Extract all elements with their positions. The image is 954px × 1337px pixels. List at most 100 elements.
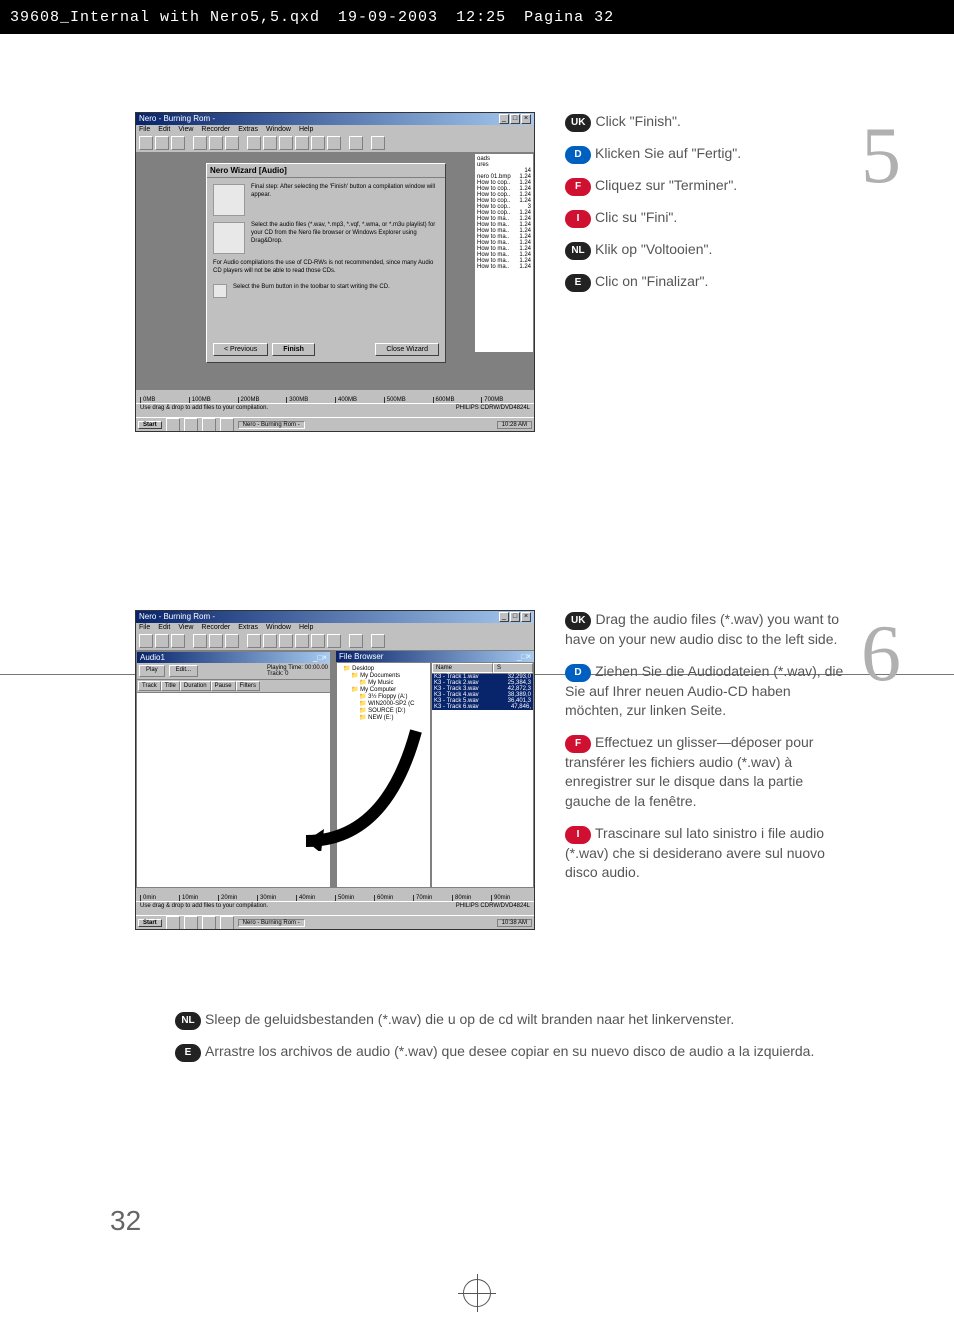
wizard-title: Nero Wizard [Audio] <box>207 164 445 178</box>
toolbar-button[interactable] <box>139 136 153 150</box>
menu-item[interactable]: Help <box>299 126 313 133</box>
close-icon[interactable]: × <box>322 653 327 662</box>
tree-item[interactable]: 📁 SOURCE (D:) <box>339 707 428 714</box>
menu-item[interactable]: Extras <box>238 126 258 133</box>
column-header[interactable]: Track <box>138 681 161 691</box>
toolbar-button[interactable] <box>247 634 261 648</box>
pane-title: File Browser <box>339 652 383 661</box>
folder-tree[interactable]: 📁 Desktop📁 My Documents📁 My Music📁 My Co… <box>336 662 431 891</box>
edit-button[interactable]: Edit... <box>169 665 198 677</box>
toolbar-button[interactable] <box>193 136 207 150</box>
menu-item[interactable]: Window <box>266 126 291 133</box>
column-header[interactable]: Filters <box>236 681 260 691</box>
quicklaunch-icon[interactable] <box>184 418 198 432</box>
drive-label: PHILIPS CDRW/DVD4824L <box>456 405 530 416</box>
close-icon[interactable]: × <box>526 652 531 661</box>
menu-item[interactable]: Edit <box>158 624 170 631</box>
start-button[interactable]: Start <box>138 421 162 429</box>
drive-label: PHILIPS CDRW/DVD4824L <box>456 903 530 914</box>
tree-item[interactable]: 📁 My Computer <box>339 686 428 693</box>
window-title: Nero - Burning Rom - <box>139 114 215 124</box>
toolbar-button[interactable] <box>171 634 185 648</box>
menu-item[interactable]: Edit <box>158 126 170 133</box>
menu-item[interactable]: Window <box>266 624 291 631</box>
toolbar-button[interactable] <box>155 634 169 648</box>
toolbar-button[interactable] <box>247 136 261 150</box>
toolbar-button[interactable] <box>349 136 363 150</box>
quicklaunch-icon[interactable] <box>166 916 180 930</box>
finish-button[interactable]: Finish <box>272 343 315 356</box>
minimize-icon[interactable]: _ <box>499 114 509 124</box>
tree-item[interactable]: 📁 My Music <box>339 679 428 686</box>
quicklaunch-icon[interactable] <box>202 916 216 930</box>
file-list[interactable]: NameS K3 - Track 1.wav32,293,0K3 - Track… <box>431 662 534 891</box>
audio-compilation-pane: Audio1_□× Play Edit... Playing Time: 00:… <box>136 651 331 891</box>
toolbar-button[interactable] <box>311 136 325 150</box>
lang-badge-e: E <box>565 274 591 292</box>
toolbar-button[interactable] <box>327 136 341 150</box>
clock: 10:28 AM <box>497 421 532 429</box>
toolbar-button[interactable] <box>225 136 239 150</box>
taskbar-app[interactable]: Nero - Burning Rom - <box>238 421 305 429</box>
lang-badge-d: D <box>565 146 591 164</box>
toolbar-button[interactable] <box>311 634 325 648</box>
menu-item[interactable]: View <box>178 126 193 133</box>
lang-badge-d: D <box>565 664 591 682</box>
toolbar-button[interactable] <box>139 634 153 648</box>
toolbar-button[interactable] <box>295 136 309 150</box>
column-header[interactable]: Title <box>161 681 180 691</box>
tree-item[interactable]: 📁 My Documents <box>339 672 428 679</box>
menu-item[interactable]: Recorder <box>201 624 230 631</box>
toolbar-button[interactable] <box>193 634 207 648</box>
maximize-icon[interactable]: □ <box>510 612 520 622</box>
file-row[interactable]: How to ma..1.24 <box>477 264 531 270</box>
start-button[interactable]: Start <box>138 919 162 927</box>
help-icon[interactable] <box>371 136 385 150</box>
close-icon[interactable]: × <box>521 114 531 124</box>
screenshot-step6: Nero - Burning Rom - _□× FileEditViewRec… <box>135 610 535 930</box>
toolbar-button[interactable] <box>295 634 309 648</box>
column-header[interactable]: Duration <box>180 681 211 691</box>
close-wizard-button[interactable]: Close Wizard <box>375 343 439 356</box>
menu-item[interactable]: Recorder <box>201 126 230 133</box>
toolbar-button[interactable] <box>171 136 185 150</box>
maximize-icon[interactable]: □ <box>510 114 520 124</box>
taskbar-app[interactable]: Nero - Burning Rom - <box>238 919 305 927</box>
menu-item[interactable]: Help <box>299 624 313 631</box>
toolbar-button[interactable] <box>279 634 293 648</box>
window-title: Nero - Burning Rom - <box>139 612 215 622</box>
quicklaunch-icon[interactable] <box>220 418 234 432</box>
toolbar-button[interactable] <box>327 634 341 648</box>
column-header[interactable]: Pause <box>211 681 236 691</box>
toolbar-button[interactable] <box>225 634 239 648</box>
lang-badge-f: F <box>565 178 591 196</box>
list-column-header[interactable]: Name <box>432 663 493 673</box>
toolbar-button[interactable] <box>263 634 277 648</box>
toolbar-button[interactable] <box>279 136 293 150</box>
previous-button[interactable]: < Previous <box>213 343 268 356</box>
toolbar-button[interactable] <box>209 136 223 150</box>
play-button[interactable]: Play <box>139 665 165 677</box>
menu-item[interactable]: View <box>178 624 193 631</box>
tree-item[interactable]: 📁 Desktop <box>339 665 428 672</box>
menu-item[interactable]: File <box>139 624 150 631</box>
minimize-icon[interactable]: _ <box>499 612 509 622</box>
menu-item[interactable]: Extras <box>238 624 258 631</box>
close-icon[interactable]: × <box>521 612 531 622</box>
menu-item[interactable]: File <box>139 126 150 133</box>
tree-item[interactable]: 📁 NEW (E:) <box>339 714 428 721</box>
lang-badge-nl: NL <box>175 1012 201 1030</box>
toolbar-button[interactable] <box>209 634 223 648</box>
toolbar-button[interactable] <box>155 136 169 150</box>
help-icon[interactable] <box>371 634 385 648</box>
quicklaunch-icon[interactable] <box>184 916 198 930</box>
tree-item[interactable]: 📁 WIN2000-SP2 (C <box>339 700 428 707</box>
quicklaunch-icon[interactable] <box>166 418 180 432</box>
quicklaunch-icon[interactable] <box>202 418 216 432</box>
list-column-header[interactable]: S <box>493 663 533 673</box>
quicklaunch-icon[interactable] <box>220 916 234 930</box>
toolbar-button[interactable] <box>349 634 363 648</box>
toolbar-button[interactable] <box>263 136 277 150</box>
list-item[interactable]: K3 - Track 6.wav47,846, <box>432 704 533 710</box>
tree-item[interactable]: 📁 3½ Floppy (A:) <box>339 693 428 700</box>
